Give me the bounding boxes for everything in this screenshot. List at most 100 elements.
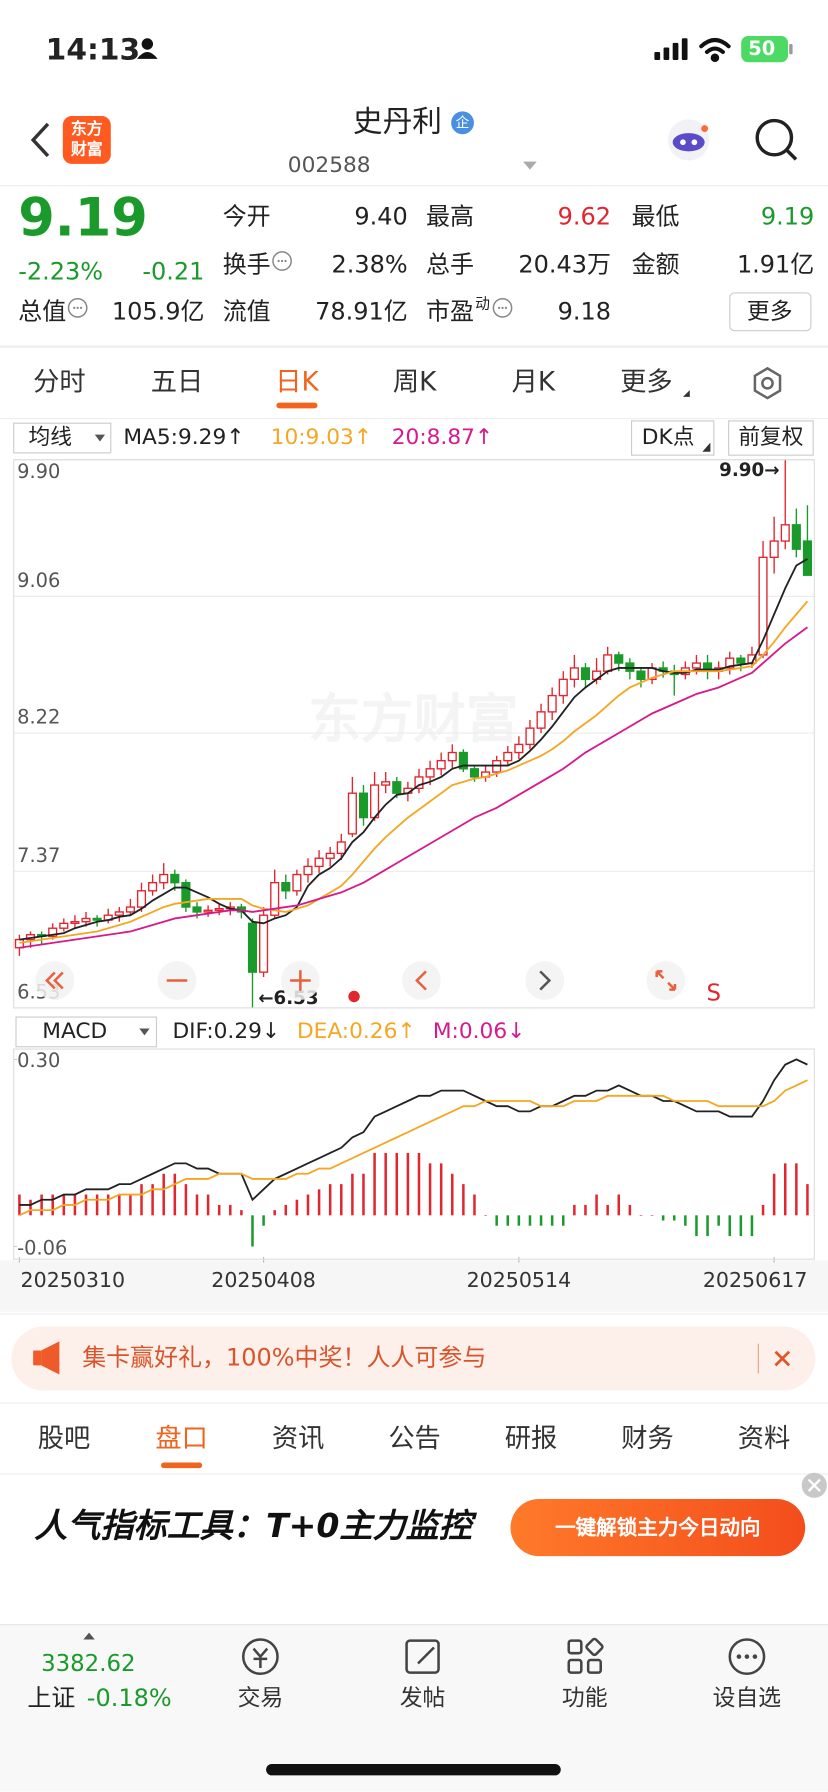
macd-bar bbox=[406, 1152, 410, 1216]
candle-body bbox=[414, 776, 424, 790]
macd-select-text[interactable]: MACD bbox=[42, 1019, 107, 1044]
more-dots bbox=[736, 1654, 758, 1659]
dropdown-icon[interactable] bbox=[523, 161, 537, 170]
ma-select[interactable] bbox=[13, 422, 112, 454]
field-value: 105.9亿 bbox=[112, 297, 205, 325]
candle-body bbox=[469, 768, 480, 778]
signal-dot bbox=[348, 990, 360, 1003]
change-percent: -2.23% bbox=[18, 257, 103, 285]
macd-bar bbox=[562, 1215, 565, 1226]
macd-bar bbox=[495, 1215, 498, 1226]
candle-body bbox=[392, 781, 402, 794]
candle-body bbox=[170, 873, 180, 884]
control-button[interactable] bbox=[646, 961, 686, 1000]
macd-bar bbox=[806, 1184, 809, 1216]
robot-icon[interactable] bbox=[668, 119, 710, 161]
info-icon[interactable] bbox=[272, 251, 292, 271]
stock-code: 002588 bbox=[288, 153, 371, 178]
candle-body bbox=[136, 890, 147, 908]
macd-legend: DIF:0.29↓ DEA:0.26↑ M:0.06↓ bbox=[172, 1019, 525, 1044]
back-button[interactable] bbox=[30, 122, 50, 158]
clock: 14:13 bbox=[46, 32, 141, 67]
logo-text: 财富 bbox=[71, 140, 103, 159]
macd-bar bbox=[661, 1215, 665, 1221]
x-tick-label: 20250617 bbox=[703, 1268, 808, 1292]
field-value: 20.43万 bbox=[518, 251, 611, 279]
chart-controls bbox=[35, 961, 686, 1003]
detail-tab[interactable]: 盘口 bbox=[155, 1424, 208, 1454]
y-tick-label: 9.90 bbox=[17, 460, 60, 483]
info-icon[interactable] bbox=[492, 297, 513, 318]
index-name[interactable]: 上证 bbox=[27, 1684, 75, 1712]
adjust-button-text[interactable]: 前复权 bbox=[738, 425, 803, 450]
ad-button-text[interactable]: 一键解锁主力今日动向 bbox=[555, 1516, 760, 1540]
macd-bar bbox=[506, 1215, 510, 1226]
ad-title: 人气指标工具：T+0主力监控 bbox=[34, 1506, 477, 1545]
macd-bar bbox=[195, 1194, 199, 1216]
period-tab[interactable]: 更多 bbox=[620, 368, 673, 398]
ma-select-text[interactable]: 均线 bbox=[29, 425, 72, 450]
info-dot bbox=[501, 306, 504, 309]
field-value: 78.91亿 bbox=[315, 297, 408, 325]
period-tab[interactable]: 月K bbox=[512, 368, 556, 398]
megaphone-icon bbox=[33, 1341, 60, 1375]
candle-body bbox=[81, 917, 91, 923]
tab-underline bbox=[276, 402, 318, 409]
nav-label[interactable]: 设自选 bbox=[713, 1685, 782, 1711]
detail-tab[interactable]: 资料 bbox=[738, 1424, 790, 1454]
info-dot bbox=[280, 259, 284, 263]
candle-body bbox=[59, 922, 69, 929]
banner-close[interactable] bbox=[774, 1350, 791, 1367]
detail-tab[interactable]: 公告 bbox=[388, 1424, 441, 1454]
field-label: 总手 bbox=[426, 251, 474, 279]
index-change[interactable]: -0.18% bbox=[87, 1684, 172, 1712]
ad-button[interactable] bbox=[510, 1499, 806, 1557]
nav-labels: 交易 发帖 功能 设自选 bbox=[238, 1685, 782, 1711]
macd-bar bbox=[473, 1194, 476, 1216]
detail-tab[interactable]: 财务 bbox=[621, 1424, 673, 1454]
dk-button[interactable] bbox=[630, 420, 715, 456]
nav-label[interactable]: 交易 bbox=[238, 1685, 284, 1711]
candle-body bbox=[425, 768, 435, 778]
field-value: 2.38% bbox=[332, 251, 408, 279]
detail-tab[interactable]: 资讯 bbox=[272, 1424, 325, 1454]
nav-label[interactable]: 功能 bbox=[562, 1685, 608, 1711]
macd-bar bbox=[517, 1215, 521, 1226]
info-dot bbox=[73, 306, 76, 309]
detail-tab[interactable]: 研报 bbox=[505, 1424, 558, 1454]
high-annotation: 9.90→ bbox=[719, 460, 779, 481]
dk-button-text[interactable]: DK点 bbox=[642, 425, 695, 450]
control-icon bbox=[45, 971, 64, 990]
ma-line bbox=[19, 626, 808, 949]
macd-bar bbox=[384, 1152, 387, 1216]
detail-tab[interactable]: 股吧 bbox=[38, 1424, 91, 1454]
candle-body bbox=[569, 667, 579, 681]
period-tab[interactable]: 分时 bbox=[33, 368, 86, 398]
banner-text[interactable]: 集卡赢好礼，100%中奖！人人可参与 bbox=[82, 1344, 486, 1372]
more-button-text[interactable]: 更多 bbox=[747, 299, 793, 325]
macd-chart: 0.30 -0.06 20250310 20250408 20250514 2025061… bbox=[13, 1049, 809, 1292]
macd-select[interactable] bbox=[15, 1016, 158, 1048]
field-value: 1.91亿 bbox=[737, 251, 814, 279]
period-tab[interactable]: 日K bbox=[275, 368, 319, 398]
period-tab[interactable]: 周K bbox=[393, 368, 437, 398]
banner[interactable] bbox=[11, 1326, 816, 1391]
info-icon[interactable] bbox=[67, 297, 88, 318]
candle-body bbox=[114, 911, 124, 916]
control-button[interactable] bbox=[402, 961, 441, 1000]
search-icon[interactable] bbox=[755, 118, 798, 161]
settings-icon[interactable] bbox=[753, 366, 782, 400]
adjust-button[interactable] bbox=[728, 420, 814, 456]
index-value[interactable]: 3382.62 bbox=[41, 1651, 135, 1677]
macd-bar bbox=[262, 1215, 265, 1226]
index-arrow bbox=[83, 1632, 95, 1640]
control-button[interactable] bbox=[525, 961, 565, 1000]
macd-bar bbox=[528, 1215, 532, 1226]
macd-bar bbox=[118, 1194, 121, 1216]
more-button[interactable] bbox=[729, 292, 812, 332]
nav-label[interactable]: 发帖 bbox=[400, 1685, 446, 1711]
candle-body bbox=[458, 751, 468, 770]
x-tick-label: 20250310 bbox=[21, 1268, 126, 1292]
macd-bar bbox=[295, 1199, 299, 1216]
period-tab[interactable]: 五日 bbox=[151, 368, 204, 398]
